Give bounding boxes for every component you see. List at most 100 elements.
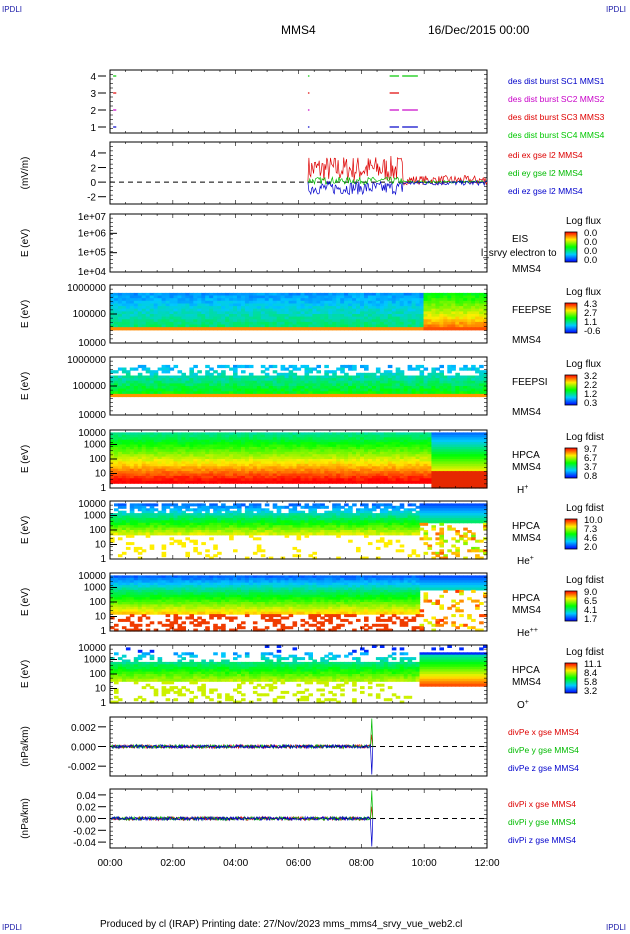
hpca-h-panel xyxy=(304,442,310,446)
hpca-he-panel xyxy=(177,505,183,509)
feepsi-cell xyxy=(189,370,194,374)
feepse-cell xyxy=(427,321,433,326)
feepsi-cell xyxy=(419,380,425,384)
hpca-h-panel xyxy=(185,432,190,436)
feepsi-cell xyxy=(157,393,163,398)
feepsi-cell xyxy=(375,380,381,384)
feepse-cell xyxy=(221,300,226,304)
hpca-he-panel xyxy=(181,503,186,507)
hpca-h-panel xyxy=(129,466,135,470)
hpca-h-panel xyxy=(272,442,278,446)
hpca-h-panel xyxy=(316,463,321,467)
feepsi-cell xyxy=(328,378,333,382)
hpca-h-panel xyxy=(233,432,238,436)
feepse-cell xyxy=(173,306,179,310)
feepse-cell xyxy=(114,308,119,312)
hpca-h-panel xyxy=(383,473,389,477)
hpca-h-panel xyxy=(237,456,242,460)
hpca-h-panel xyxy=(352,459,357,462)
feepsi-cell xyxy=(304,383,310,387)
feepsi-cell xyxy=(114,388,119,392)
hpca-h-panel xyxy=(375,463,381,467)
hpca-h-panel xyxy=(379,432,385,436)
hpca-h-panel xyxy=(336,454,341,458)
feepse-cell xyxy=(328,316,333,320)
hpca-h-panel xyxy=(475,485,480,489)
feepse-cell xyxy=(121,321,127,326)
hpca-h-panel xyxy=(467,456,472,460)
hpca-h-panel xyxy=(387,459,393,462)
hpca-h-panel xyxy=(221,454,226,458)
hpca-h-panel xyxy=(395,480,401,484)
hpca-h-panel xyxy=(320,451,325,455)
feepsi-cell xyxy=(256,386,262,390)
feepse-cell xyxy=(229,314,234,318)
hpca-h-panel xyxy=(340,463,345,467)
hpca-h-panel xyxy=(264,475,270,479)
feepsi-cell xyxy=(471,378,476,382)
hpca-h-panel xyxy=(145,475,151,479)
feepsi-cell xyxy=(340,375,345,379)
hpca-h-panel xyxy=(308,442,313,446)
feepse-cell xyxy=(427,306,433,310)
feepse-cell xyxy=(419,324,425,328)
feepse-cell xyxy=(276,324,282,328)
feepsi-cell xyxy=(475,383,480,387)
feepsi-cell xyxy=(316,393,321,398)
feepse-cell xyxy=(312,319,317,323)
feepse-cell xyxy=(264,327,270,331)
hpca-he-panel xyxy=(371,503,377,507)
hpca-h-panel xyxy=(447,454,452,458)
feepsi-cell xyxy=(252,383,258,387)
hpca-h-panel xyxy=(137,454,143,458)
feepse-cell xyxy=(129,292,135,297)
feepse-cell xyxy=(268,316,274,320)
feepse-cell xyxy=(328,321,333,326)
feepse-cell xyxy=(292,295,298,299)
feepse-cell xyxy=(133,300,139,304)
feepsi-cell xyxy=(133,383,139,387)
feepsi-cell xyxy=(233,386,238,390)
hpca-h-panel xyxy=(244,478,250,482)
hpca-h-panel xyxy=(328,461,333,465)
hpca-h-panel xyxy=(141,451,147,455)
hpca-h-panel xyxy=(141,446,147,450)
hpca-h-panel xyxy=(129,473,135,477)
feepse-cell xyxy=(336,321,341,326)
hpca-h-panel xyxy=(260,444,266,448)
feepse-cell xyxy=(336,327,341,331)
feepsi-cell xyxy=(117,375,123,379)
feepsi-cell xyxy=(367,391,373,395)
feepsi-cell xyxy=(284,372,290,376)
feepsi-cell xyxy=(225,393,230,398)
hpca-h-panel xyxy=(129,461,135,465)
feepsi-cell xyxy=(423,375,429,379)
feepse-cell xyxy=(439,308,444,312)
hpca-h-panel xyxy=(352,451,357,455)
hpca-h-panel xyxy=(169,434,175,438)
hpca-h-panel xyxy=(292,439,298,443)
feepsi-cell xyxy=(399,378,405,382)
feepse-cell xyxy=(356,308,361,312)
feepsi-cell xyxy=(237,380,242,384)
hpca-h-panel xyxy=(443,483,448,487)
hpca-h-panel xyxy=(383,432,389,436)
hpca-h-panel xyxy=(371,471,377,475)
feepse-cell xyxy=(443,295,448,299)
hpca-h-panel xyxy=(288,473,294,477)
feepsi-cell xyxy=(399,383,405,387)
feepsi-cell xyxy=(320,388,325,392)
feepse-cell xyxy=(451,316,456,320)
hpca-h-panel xyxy=(276,454,282,458)
feepsi-cell xyxy=(352,383,357,387)
feepsi-cell xyxy=(129,375,135,379)
feepse-cell xyxy=(324,311,329,315)
hpca-h-panel xyxy=(110,459,115,462)
hpca-h-panel xyxy=(133,466,139,470)
hpca-h-panel xyxy=(463,451,468,455)
hpca-h-panel xyxy=(332,442,337,446)
feepsi-cell xyxy=(252,393,258,398)
feepsi-cell xyxy=(209,380,214,384)
hpca-h-panel xyxy=(300,461,306,465)
hpca-h-panel xyxy=(185,446,190,450)
